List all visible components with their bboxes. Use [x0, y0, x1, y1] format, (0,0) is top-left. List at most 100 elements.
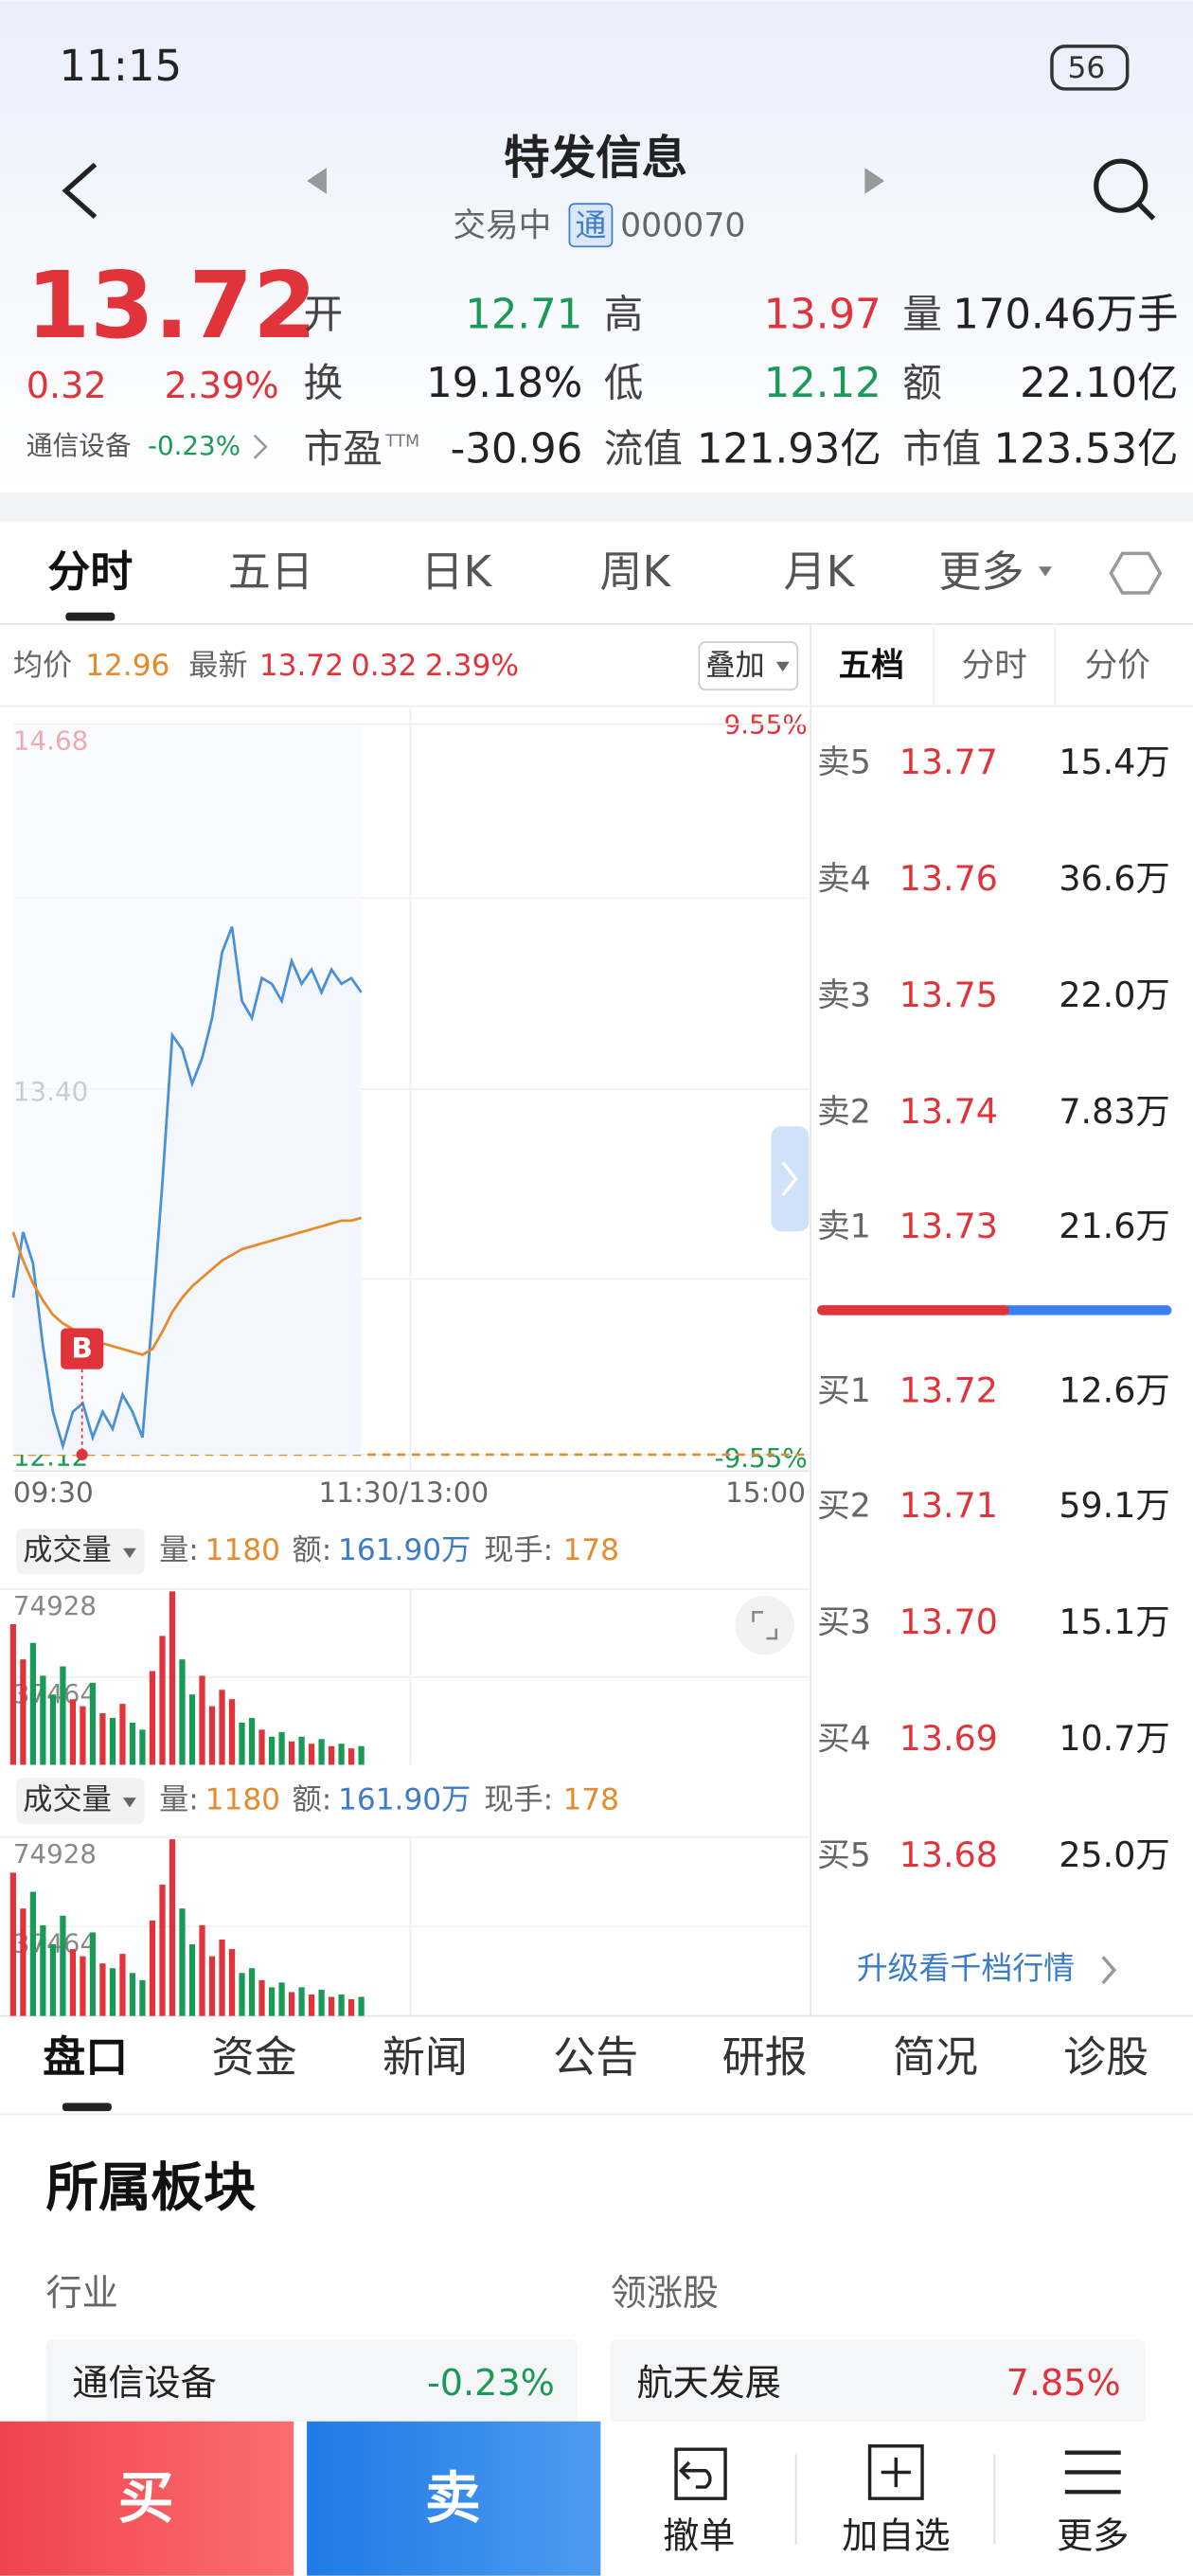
volume-bar — [347, 1748, 355, 1765]
expand-button[interactable] — [735, 1595, 794, 1655]
chevron — [1101, 1956, 1117, 1985]
book-price: 13.71 — [899, 1485, 998, 1526]
amount-label: 额: — [293, 1533, 332, 1567]
overlay-button[interactable] — [698, 641, 799, 691]
volume-bar — [288, 1741, 295, 1765]
chart-tab[interactable]: 分时 — [47, 546, 133, 597]
industry-name: 通信设备 — [72, 2362, 216, 2404]
volume-bar — [298, 1736, 305, 1765]
volume-bar — [298, 1987, 305, 2016]
battery-level: 56 — [1068, 51, 1106, 85]
industry-card[interactable] — [45, 2339, 579, 2425]
sell-label: 卖 — [425, 2465, 481, 2531]
volume-bar — [219, 1939, 225, 2016]
sector[interactable]: 通信设备 — [27, 430, 132, 461]
dropdown-arrow — [122, 1798, 136, 1808]
action-label[interactable]: 撤单 — [663, 2514, 735, 2556]
next-stock[interactable] — [864, 168, 885, 194]
chart-tab[interactable]: 更多 — [938, 546, 1024, 597]
avg-line — [11, 1216, 363, 1356]
chart-tab[interactable]: 周K — [599, 546, 671, 597]
info-tab[interactable]: 诊股 — [1063, 2031, 1148, 2082]
y-tick-label: 74928 — [13, 1838, 97, 1869]
volume-selector[interactable] — [16, 1778, 145, 1824]
volume-bar — [199, 1675, 205, 1765]
volume-value: 1180 — [205, 1533, 280, 1567]
book-volume: 12.6万 — [1059, 1370, 1169, 1411]
volume-bar — [40, 1924, 46, 2016]
volume-bar — [239, 1973, 245, 2016]
volume-bar — [29, 1642, 36, 1765]
sell-button[interactable] — [307, 2421, 601, 2576]
book-label: 买2 — [817, 1487, 871, 1525]
stat-label: 市值 — [902, 425, 981, 472]
volume-selector[interactable] — [16, 1528, 145, 1575]
buy-button[interactable] — [0, 2421, 294, 2576]
side-handle[interactable] — [771, 1126, 810, 1232]
stat-label: 开 — [304, 291, 344, 337]
volume-bar — [228, 1699, 236, 1765]
info-tab[interactable]: 简况 — [893, 2031, 978, 2082]
book-label: 卖1 — [817, 1208, 871, 1246]
sector-pct: -0.23% — [148, 430, 240, 461]
back-button[interactable] — [62, 162, 98, 220]
book-volume: 59.1万 — [1059, 1485, 1169, 1526]
stat-label-sup: TTM — [384, 433, 419, 452]
book-tab[interactable]: 分价 — [1085, 647, 1150, 685]
volume-bar — [29, 1891, 36, 2016]
volume-label: 量: — [159, 1533, 199, 1567]
amount-label: 额: — [293, 1783, 332, 1817]
leader-pct: 7.85% — [1006, 2362, 1121, 2404]
industry-label: 行业 — [46, 2272, 118, 2314]
stat-value: 12.71 — [465, 291, 582, 338]
volume-bar — [199, 1924, 205, 2016]
separator — [0, 492, 1193, 523]
volume-bar — [278, 1731, 285, 1765]
book-tab[interactable]: 五档 — [839, 647, 904, 685]
chevron — [253, 434, 268, 459]
volume-bar — [9, 1623, 16, 1765]
leader-card[interactable] — [610, 2339, 1146, 2425]
volume-bar — [129, 1722, 136, 1765]
dropdown-arrow — [122, 1547, 136, 1559]
action-label[interactable]: 加自选 — [842, 2514, 950, 2556]
volume-bar — [308, 1994, 315, 2016]
book-tab[interactable]: 分时 — [962, 647, 1027, 685]
prev-stock[interactable] — [307, 168, 327, 194]
info-tab[interactable]: 公告 — [553, 2031, 638, 2082]
chart-tab[interactable]: 月K — [784, 546, 856, 597]
stat-value: 12.12 — [764, 360, 881, 407]
upgrade-link[interactable]: 升级看千档行情 — [857, 1950, 1075, 1987]
book-label: 买4 — [817, 1720, 871, 1758]
amount-value: 161.90万 — [338, 1533, 471, 1567]
chart-tab[interactable]: 五日 — [228, 546, 313, 597]
info-tab[interactable]: 资金 — [212, 2031, 297, 2082]
book-price: 13.74 — [899, 1091, 998, 1132]
x-label: 09:30 — [13, 1476, 94, 1509]
volume-bar — [149, 1671, 156, 1765]
stat-label: 市盈 — [304, 425, 383, 472]
hand-label: 现手: — [484, 1533, 553, 1567]
stat-value: -30.96 — [451, 425, 583, 473]
x-label: 11:30/13:00 — [319, 1476, 490, 1509]
chart-tab[interactable]: 日K — [421, 546, 493, 597]
book-price: 13.72 — [899, 1370, 998, 1411]
volume-bar — [169, 1591, 176, 1765]
book-price: 13.73 — [899, 1206, 998, 1246]
info-tab[interactable]: 新闻 — [383, 2031, 468, 2082]
info-tab[interactable]: 研报 — [722, 2031, 808, 2082]
info-tab[interactable]: 盘口 — [43, 2031, 128, 2082]
book-volume: 25.0万 — [1059, 1834, 1169, 1875]
volume-bar — [288, 1992, 295, 2016]
book-volume: 22.0万 — [1059, 975, 1169, 1015]
book-volume: 21.6万 — [1059, 1206, 1169, 1246]
search-button[interactable] — [1094, 158, 1156, 221]
trade-marker-label: B — [71, 1332, 92, 1364]
industry-pct: -0.23% — [427, 2362, 555, 2404]
overlay-label: 叠加 — [705, 649, 764, 683]
action-label[interactable]: 更多 — [1057, 2514, 1129, 2556]
volume-bar — [188, 1944, 196, 2016]
settings-icon[interactable] — [1109, 551, 1163, 595]
search-icon — [1094, 158, 1148, 213]
book-label: 卖3 — [817, 976, 871, 1014]
